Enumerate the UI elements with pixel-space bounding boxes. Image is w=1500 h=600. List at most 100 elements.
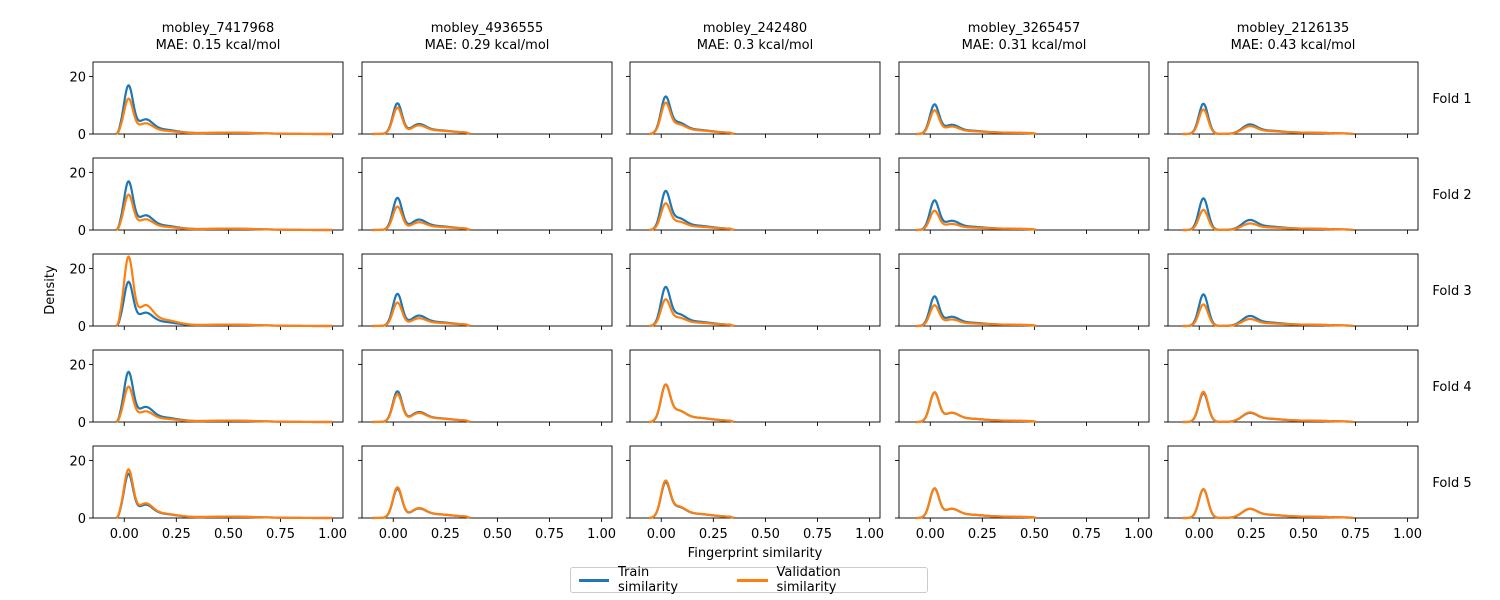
legend: Train similarity Validation similarity bbox=[570, 565, 928, 595]
validation-curve-r1-c5 bbox=[1182, 108, 1354, 136]
train-curve-r4-c4 bbox=[915, 391, 1038, 424]
panel-r2-c2 bbox=[361, 157, 613, 231]
validation-curve-r2-c2 bbox=[371, 205, 471, 232]
column-title-4: mobley_3265457 bbox=[968, 21, 1081, 36]
xtick-label-r5-c3-4: 1.00 bbox=[855, 527, 884, 542]
validation-curve-r3-c1 bbox=[115, 255, 333, 328]
panel-r1-c3 bbox=[629, 61, 881, 135]
validation-curve-r1-c2 bbox=[371, 106, 471, 136]
validation-curve-r5-c3 bbox=[648, 479, 735, 520]
panel-r4-c2 bbox=[361, 349, 613, 423]
legend-swatch-validation bbox=[737, 578, 768, 582]
train-curve-r3-c4 bbox=[915, 295, 1038, 328]
panel-r2-c1 bbox=[92, 157, 344, 231]
validation-curve-r3-c3 bbox=[648, 298, 735, 328]
legend-item-validation: Validation similarity bbox=[737, 565, 897, 595]
train-curve-r3-c5 bbox=[1182, 293, 1354, 328]
xtick-label-r5-c3-1: 0.25 bbox=[699, 527, 728, 542]
xtick-label-r5-c4-3: 0.75 bbox=[1072, 527, 1101, 542]
column-mae-2: MAE: 0.29 kcal/mol bbox=[425, 38, 550, 53]
column-mae-3: MAE: 0.3 kcal/mol bbox=[697, 38, 814, 53]
column-mae-5: MAE: 0.43 kcal/mol bbox=[1231, 38, 1356, 53]
xtick-label-r5-c3-3: 0.75 bbox=[803, 527, 832, 542]
train-curve-r2-c2 bbox=[371, 196, 471, 232]
xtick-label-r5-c2-3: 0.75 bbox=[535, 527, 564, 542]
xtick-label-r5-c2-2: 0.50 bbox=[483, 527, 512, 542]
ytick-label-r3-c1-0: 0 bbox=[78, 320, 86, 335]
validation-curve-r3-c2 bbox=[371, 301, 471, 328]
train-curve-r1-c2 bbox=[371, 102, 471, 136]
column-title-2: mobley_4936555 bbox=[431, 21, 544, 36]
validation-curve-r5-c4 bbox=[915, 487, 1038, 520]
xtick-label-r5-c5-4: 1.00 bbox=[1393, 527, 1422, 542]
ytick-label-r5-c1-1: 20 bbox=[69, 454, 86, 469]
panel-r4-c3 bbox=[629, 349, 881, 423]
panel-r5-c5 bbox=[1167, 445, 1419, 519]
row-label-fold-1: Fold 1 bbox=[1432, 92, 1471, 107]
legend-item-train: Train similarity bbox=[579, 565, 707, 595]
xtick-label-r5-c4-2: 0.50 bbox=[1020, 527, 1049, 542]
validation-curve-r2-c1 bbox=[115, 193, 333, 232]
train-curve-r1-c1 bbox=[115, 84, 333, 136]
panel-r5-c3 bbox=[629, 445, 881, 519]
panel-r3-c3 bbox=[629, 253, 881, 327]
column-title-3: mobley_242480 bbox=[703, 21, 807, 36]
validation-curve-r1-c3 bbox=[648, 101, 735, 136]
row-label-fold-2: Fold 2 bbox=[1432, 188, 1471, 203]
train-curve-r2-c4 bbox=[915, 199, 1038, 232]
ytick-label-r1-c1-1: 20 bbox=[69, 70, 86, 85]
train-curve-r3-c2 bbox=[371, 292, 471, 328]
xtick-label-r5-c5-3: 0.75 bbox=[1341, 527, 1370, 542]
row-label-fold-3: Fold 3 bbox=[1432, 284, 1471, 299]
validation-curve-r5-c5 bbox=[1182, 488, 1354, 520]
validation-curve-r1-c4 bbox=[915, 109, 1038, 136]
train-curve-r4-c1 bbox=[115, 370, 333, 424]
validation-curve-r4-c1 bbox=[115, 385, 333, 424]
train-curve-r5-c4 bbox=[915, 487, 1038, 520]
validation-curve-r4-c3 bbox=[648, 383, 735, 424]
validation-curve-r2-c4 bbox=[915, 209, 1038, 232]
panel-r4-c5 bbox=[1167, 349, 1419, 423]
xtick-label-r5-c1-0: 0.00 bbox=[110, 527, 139, 542]
train-curve-r3-c1 bbox=[115, 280, 333, 328]
ytick-label-r2-c1-1: 20 bbox=[69, 166, 86, 181]
panel-r3-c2 bbox=[361, 253, 613, 327]
panel-r2-c3 bbox=[629, 157, 881, 231]
panel-r2-c5 bbox=[1167, 157, 1419, 231]
panel-r1-c2 bbox=[361, 61, 613, 135]
ytick-label-r4-c1-1: 20 bbox=[69, 358, 86, 373]
legend-label-train: Train similarity bbox=[618, 565, 679, 595]
column-title-1: mobley_7417968 bbox=[162, 21, 275, 36]
validation-curve-r5-c1 bbox=[115, 468, 333, 520]
xtick-label-r5-c3-2: 0.50 bbox=[751, 527, 780, 542]
panel-r3-c5 bbox=[1167, 253, 1419, 327]
column-mae-4: MAE: 0.31 kcal/mol bbox=[962, 38, 1087, 53]
train-curve-r1-c4 bbox=[915, 103, 1038, 136]
row-label-fold-4: Fold 4 bbox=[1432, 380, 1471, 395]
row-label-fold-5: Fold 5 bbox=[1432, 476, 1471, 491]
xtick-label-r5-c5-0: 0.00 bbox=[1185, 527, 1214, 542]
xtick-label-r5-c4-1: 0.25 bbox=[968, 527, 997, 542]
validation-curve-r4-c4 bbox=[915, 391, 1038, 424]
ytick-label-r4-c1-0: 0 bbox=[78, 416, 86, 431]
xtick-label-r5-c1-3: 0.75 bbox=[266, 527, 295, 542]
train-curve-r2-c1 bbox=[115, 180, 333, 232]
train-curve-r2-c5 bbox=[1182, 197, 1354, 232]
panel-r3-c4 bbox=[898, 253, 1150, 327]
legend-swatch-train bbox=[579, 578, 610, 582]
validation-curve-r1-c1 bbox=[115, 97, 333, 136]
validation-curve-r4-c2 bbox=[371, 393, 471, 424]
column-title-5: mobley_2126135 bbox=[1237, 21, 1350, 36]
ytick-label-r1-c1-0: 0 bbox=[78, 128, 86, 143]
validation-curve-r5-c2 bbox=[371, 486, 471, 520]
validation-curve-r2-c3 bbox=[648, 202, 735, 232]
validation-curve-r3-c5 bbox=[1182, 303, 1354, 328]
xtick-label-r5-c4-4: 1.00 bbox=[1124, 527, 1153, 542]
ytick-label-r3-c1-1: 20 bbox=[69, 262, 86, 277]
validation-curve-r2-c5 bbox=[1182, 208, 1354, 232]
panel-r2-c4 bbox=[898, 157, 1150, 231]
xtick-label-r5-c1-4: 1.00 bbox=[318, 527, 347, 542]
xtick-label-r5-c5-1: 0.25 bbox=[1237, 527, 1266, 542]
train-curve-r5-c1 bbox=[115, 472, 333, 520]
